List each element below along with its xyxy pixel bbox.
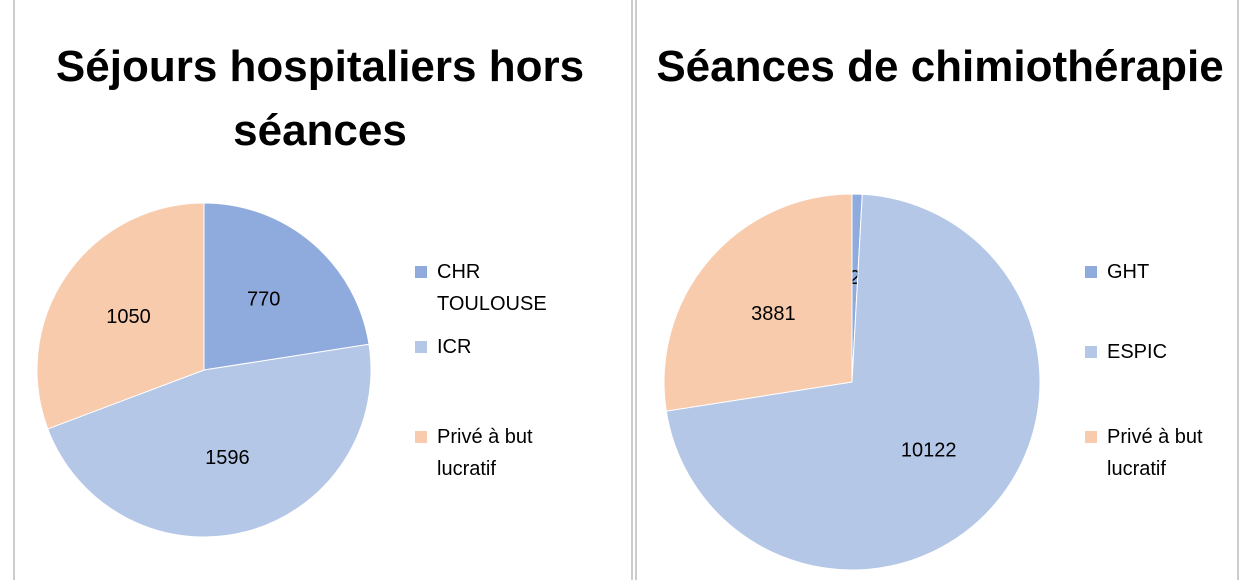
data-label: 10122 [901,440,957,462]
legend-label: Privé à but lucratif [437,426,533,480]
legend-label: ICR [437,336,472,358]
chart-title: Séjours hospitaliers hors séances [55,42,585,155]
legend-swatch [1085,431,1097,443]
pie-slice [203,202,370,371]
legend-swatch [415,431,427,443]
legend-entry: Privé à but lucratif [415,421,577,485]
legend-entry: ICR [415,331,577,363]
legend-swatch [415,266,427,278]
legend-entry: GHT [1085,256,1247,288]
pie-slice [663,193,853,412]
legend-entry: CHR TOULOUSE [415,256,577,320]
pie-slice [36,202,205,430]
legend-label: GHT [1107,261,1150,283]
legend-swatch [415,341,427,353]
data-label: 3881 [751,303,796,325]
data-label: 1596 [205,447,250,469]
data-label: 770 [247,289,280,311]
legend-entry: Privé à but lucratif [1085,421,1247,485]
legend-swatch [1085,266,1097,278]
chart-title: Séances de chimiothérapie [656,42,1224,91]
legend-label: Privé à but lucratif [1107,426,1203,480]
data-label: 1050 [106,306,151,328]
legend-entry: ESPIC [1085,336,1247,368]
legend-label: ESPIC [1107,341,1168,363]
legend-swatch [1085,346,1097,358]
legend-label: CHR TOULOUSE [437,261,547,315]
pie-slice [47,343,372,538]
pie-slice [665,193,1041,571]
